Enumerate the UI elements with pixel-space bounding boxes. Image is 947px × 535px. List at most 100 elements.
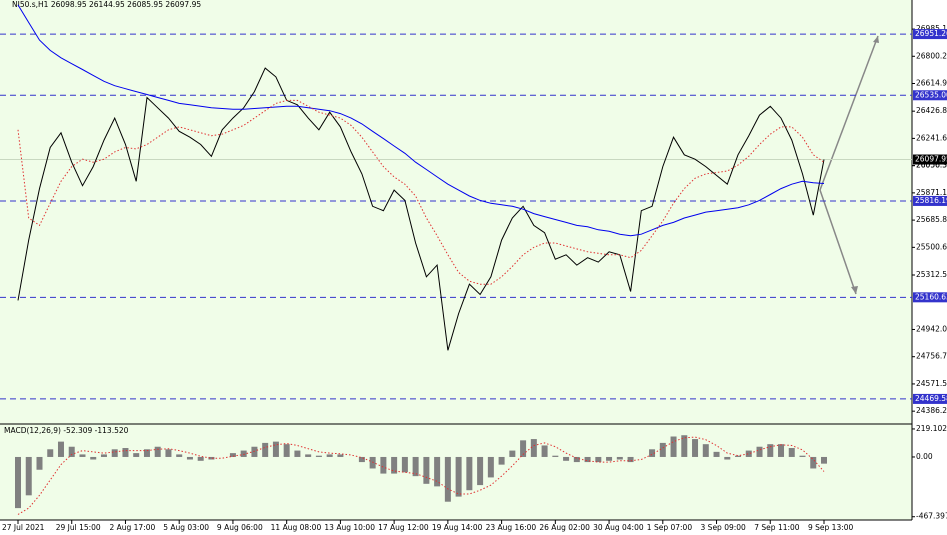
histogram-bar [283, 444, 290, 457]
y-tick-label: 26056.35 [916, 161, 947, 170]
series-line [17, 436, 825, 515]
y-tick-label: 25685.85 [916, 215, 947, 224]
level-box [913, 29, 947, 40]
histogram-bar [799, 455, 806, 457]
y-tick-label: 26426.80 [916, 106, 947, 115]
level-box [913, 195, 947, 206]
last-price-box [913, 154, 947, 165]
x-tick-label: 29 Jul 15:00 [56, 523, 101, 532]
y-tick-label: 26241.65 [916, 133, 947, 142]
histogram-bar [337, 454, 344, 457]
y-tick-label: 26800.20 [916, 51, 947, 60]
arrow-down [819, 189, 857, 295]
histogram-bar [713, 451, 720, 457]
x-tick-label: 19 Aug 14:00 [432, 523, 483, 532]
chart-header: NI50.s,H1 26098.95 26144.95 26085.95 260… [12, 0, 201, 9]
y-tick-label: 24942.00 [916, 324, 947, 333]
histogram-bar [552, 455, 559, 457]
level-label: 26951.26 [915, 29, 947, 38]
histogram-bar [681, 435, 688, 457]
histogram-bar [735, 455, 742, 457]
histogram-bar [659, 442, 666, 457]
histogram-bar [509, 450, 516, 457]
last-price-label: 26097.95 [915, 155, 947, 164]
histogram-bar [25, 456, 32, 496]
macd-label: MACD(12,26,9) -52.309 -113.520 [4, 426, 129, 435]
histogram-bar [380, 456, 387, 474]
histogram-bar [315, 455, 322, 457]
histogram-bar [358, 456, 365, 463]
y-tick-label: 25871.10 [916, 188, 947, 197]
histogram-bar [197, 456, 204, 461]
histogram-bar [627, 456, 634, 463]
level-label: 25816.19 [915, 196, 947, 205]
histogram-bar [767, 444, 774, 457]
histogram-bar [477, 456, 484, 486]
histogram-bar [133, 453, 140, 457]
histogram-bar [391, 456, 398, 474]
histogram-bar [240, 450, 247, 457]
y-tick-label: 0.00 [916, 452, 933, 461]
level-label: 24469.58 [915, 394, 947, 403]
series-line [17, 67, 825, 351]
histogram-bar [788, 448, 795, 457]
histogram-bar [47, 449, 54, 457]
histogram-bar [487, 456, 494, 478]
histogram-bar [541, 445, 548, 457]
histogram-bar [326, 454, 333, 457]
histogram-bar [520, 440, 527, 457]
histogram-bar [208, 456, 215, 460]
y-tick-label: 25500.60 [916, 242, 947, 251]
x-tick-label: 5 Aug 03:00 [163, 523, 209, 532]
histogram-bar [143, 449, 150, 457]
histogram-bar [294, 450, 301, 457]
histogram-bar [498, 456, 505, 465]
x-tick-label: 9 Sep 13:00 [808, 523, 854, 532]
x-tick-label: 27 Jul 2021 [2, 523, 45, 532]
histogram-bar [68, 446, 75, 457]
x-tick-label: 13 Aug 10:00 [324, 523, 375, 532]
histogram-bar [756, 446, 763, 457]
x-tick-label: 2 Aug 17:00 [109, 523, 155, 532]
histogram-bar [36, 456, 43, 470]
y-tick-label: 26985.10 [916, 24, 947, 33]
histogram-bar [229, 453, 236, 457]
histogram-bar [563, 456, 570, 461]
level-label: 25160.63 [915, 292, 947, 301]
histogram-bar [724, 456, 731, 460]
histogram-bar [412, 456, 419, 477]
histogram-bar [122, 448, 129, 457]
y-tick-label: -467.397 [916, 512, 947, 521]
x-tick-label: 26 Aug 02:00 [539, 523, 590, 532]
x-tick-label: 1 Sep 07:00 [647, 523, 693, 532]
y-tick-label: 24386.25 [916, 406, 947, 415]
y-tick-label: 24571.50 [916, 379, 947, 388]
histogram-bar [810, 456, 817, 469]
histogram-bar [251, 446, 258, 457]
level-label: 26535.00 [915, 90, 947, 99]
histogram-bar [79, 454, 86, 457]
level-box [913, 90, 947, 101]
histogram-bar [154, 446, 161, 457]
y-tick-label: 219.102 [916, 424, 947, 433]
histogram-bar [272, 441, 279, 457]
histogram-bar [423, 456, 430, 484]
y-tick-label: 26614.95 [916, 79, 947, 88]
histogram-bar [595, 456, 602, 463]
x-tick-label: 30 Aug 04:00 [593, 523, 644, 532]
arrow-head [851, 286, 858, 294]
histogram-bar [466, 456, 473, 491]
x-tick-label: 11 Aug 08:00 [271, 523, 322, 532]
histogram-bar [584, 456, 591, 463]
histogram-bar [90, 456, 97, 460]
histogram-bar [15, 456, 21, 509]
arrow-up [819, 35, 879, 191]
y-tick-label: 26056.35 [916, 161, 947, 170]
histogram-bar [530, 439, 537, 457]
level-box [913, 292, 947, 303]
histogram-bar [573, 456, 580, 463]
histogram-bar [821, 456, 827, 464]
histogram-bar [434, 456, 441, 487]
level-box [913, 393, 947, 404]
